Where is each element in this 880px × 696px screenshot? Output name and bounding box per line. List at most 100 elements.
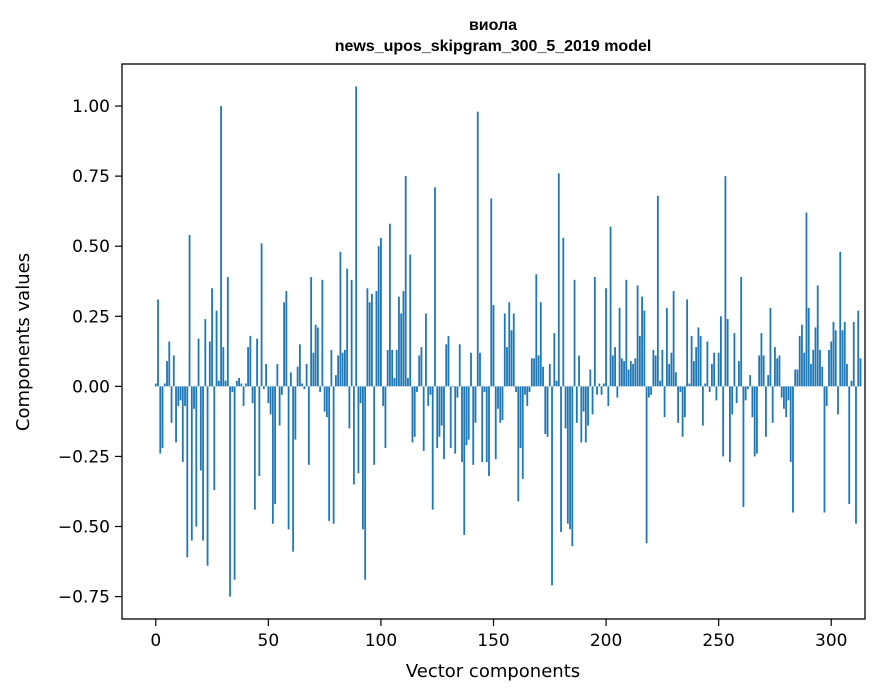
bar-33 xyxy=(229,386,231,597)
bar-66 xyxy=(303,386,306,390)
bar-180 xyxy=(560,386,562,533)
bar-172 xyxy=(542,366,544,387)
bar-193 xyxy=(589,369,592,387)
bar-214 xyxy=(636,285,639,387)
bar-0 xyxy=(154,383,157,387)
x-axis-label: Vector components xyxy=(406,661,580,682)
bar-71 xyxy=(314,324,317,387)
bar-115 xyxy=(413,386,416,437)
bar-240 xyxy=(695,347,698,387)
bar-297 xyxy=(823,386,826,513)
bar-118 xyxy=(420,347,423,387)
bar-52 xyxy=(271,386,274,524)
bar-85 xyxy=(346,268,349,387)
bar-47 xyxy=(260,243,263,387)
bar-6 xyxy=(168,341,171,387)
bar-92 xyxy=(362,386,364,530)
bar-163 xyxy=(521,386,524,479)
bar-266 xyxy=(753,386,756,457)
y-tick-label: 1.00 xyxy=(72,97,110,117)
bar-59 xyxy=(287,386,290,530)
bar-129 xyxy=(445,344,448,387)
bar-286 xyxy=(798,335,801,387)
bar-170 xyxy=(537,355,540,387)
bar-81 xyxy=(337,355,340,387)
bar-206 xyxy=(618,307,621,387)
bar-219 xyxy=(647,386,650,398)
bar-76 xyxy=(325,386,328,418)
bar-222 xyxy=(654,355,657,387)
bar-152 xyxy=(497,386,499,409)
bar-256 xyxy=(731,386,734,415)
bar-233 xyxy=(679,386,682,392)
bar-306 xyxy=(843,321,846,387)
bar-9 xyxy=(175,386,177,443)
bar-105 xyxy=(391,349,394,387)
bar-69 xyxy=(310,277,313,387)
bar-113 xyxy=(409,254,412,387)
bar-24 xyxy=(208,341,211,387)
bar-86 xyxy=(348,386,351,429)
chart-title: виола xyxy=(469,17,517,34)
bar-68 xyxy=(307,386,310,465)
bar-136 xyxy=(461,386,463,463)
bar-3 xyxy=(161,386,164,449)
bar-224 xyxy=(659,380,662,387)
bar-204 xyxy=(614,347,616,387)
bar-75 xyxy=(323,386,326,412)
bar-289 xyxy=(805,212,808,387)
bar-138 xyxy=(465,386,468,446)
bar-267 xyxy=(756,386,758,454)
bar-207 xyxy=(620,358,623,387)
bar-79 xyxy=(332,386,335,524)
bar-19 xyxy=(197,338,200,387)
bar-20 xyxy=(199,386,202,471)
bar-122 xyxy=(429,386,432,395)
bar-239 xyxy=(692,361,695,387)
bar-215 xyxy=(638,335,641,387)
bar-45 xyxy=(256,338,258,387)
bar-93 xyxy=(364,386,367,580)
bar-77 xyxy=(328,386,331,521)
bar-84 xyxy=(344,349,346,387)
bar-141 xyxy=(472,386,475,465)
bar-91 xyxy=(359,386,362,404)
bar-169 xyxy=(535,274,538,387)
bar-42 xyxy=(249,335,252,387)
bar-18 xyxy=(195,386,198,527)
y-tick-label: 0.50 xyxy=(72,237,110,257)
bar-57 xyxy=(283,302,286,387)
bar-44 xyxy=(253,386,256,510)
bar-309 xyxy=(850,380,853,387)
chart-subtitle: news_upos_skipgram_300_5_2019 model xyxy=(335,38,652,55)
bar-10 xyxy=(177,386,180,406)
bar-89 xyxy=(355,86,358,387)
bar-21 xyxy=(202,386,204,541)
bar-78 xyxy=(330,349,333,387)
bar-176 xyxy=(551,386,553,586)
bar-268 xyxy=(758,355,761,387)
bar-270 xyxy=(762,355,765,387)
bar-198 xyxy=(600,386,603,395)
y-tick-label: −0.50 xyxy=(58,518,110,538)
bar-230 xyxy=(672,291,675,387)
bar-2 xyxy=(159,386,162,454)
bar-166 xyxy=(528,386,531,392)
bar-262 xyxy=(744,386,747,401)
bar-49 xyxy=(265,363,267,387)
bar-159 xyxy=(512,313,515,387)
bar-137 xyxy=(463,386,466,535)
bar-67 xyxy=(305,363,308,387)
bar-251 xyxy=(720,316,722,387)
bar-165 xyxy=(526,386,529,406)
bar-181 xyxy=(562,237,565,387)
bar-108 xyxy=(398,296,400,387)
bar-242 xyxy=(699,335,702,387)
bar-28 xyxy=(217,380,220,387)
bar-292 xyxy=(812,349,815,387)
bar-195 xyxy=(593,277,596,387)
bar-304 xyxy=(839,251,842,387)
bar-96 xyxy=(371,293,373,387)
bar-26 xyxy=(213,386,216,491)
